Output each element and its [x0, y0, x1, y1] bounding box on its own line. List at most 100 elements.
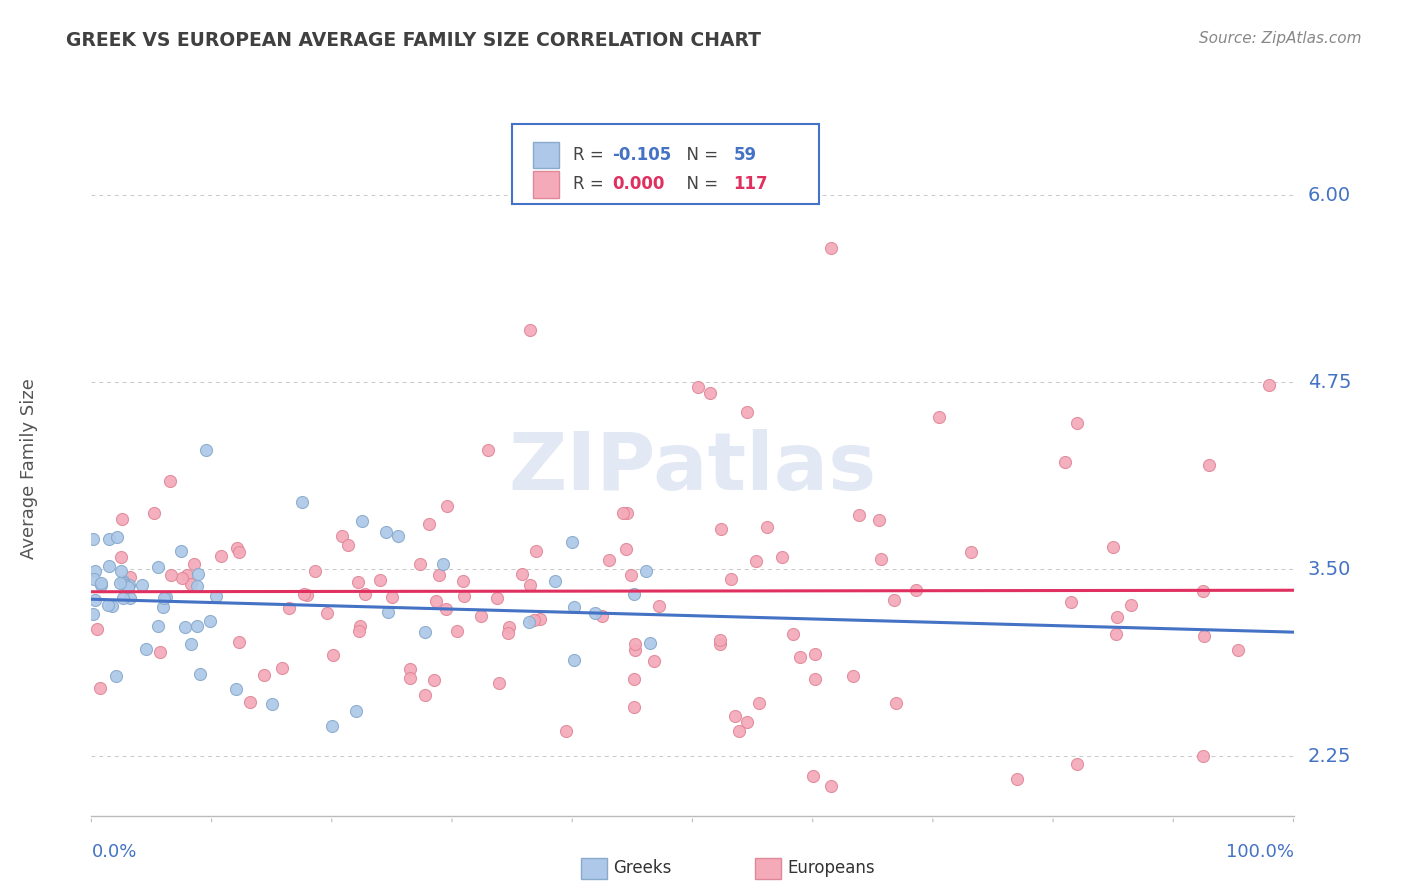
Point — [1192, 629, 1215, 643]
Point — [432, 557, 454, 571]
Point — [789, 650, 811, 665]
Point — [398, 671, 420, 685]
Point — [118, 578, 141, 592]
Point — [112, 576, 135, 591]
Text: 0.000: 0.000 — [612, 176, 664, 194]
Point — [638, 636, 661, 650]
Point — [170, 571, 193, 585]
Point — [544, 574, 567, 588]
FancyBboxPatch shape — [512, 124, 818, 204]
Point — [370, 574, 392, 588]
Point — [180, 637, 202, 651]
Point — [523, 613, 546, 627]
Point — [90, 577, 112, 591]
Point — [496, 625, 519, 640]
Point — [623, 587, 645, 601]
Point — [97, 598, 120, 612]
Point — [149, 645, 172, 659]
Point — [720, 573, 742, 587]
Text: Average Family Size: Average Family Size — [20, 378, 38, 558]
Text: Greeks: Greeks — [613, 859, 672, 878]
Point — [434, 602, 457, 616]
Point — [883, 593, 905, 607]
Point — [519, 578, 541, 592]
Point — [415, 688, 437, 702]
Point — [770, 549, 793, 564]
Point — [118, 570, 141, 584]
Point — [100, 599, 122, 613]
Point — [591, 608, 613, 623]
Point — [135, 642, 157, 657]
Point — [111, 591, 134, 605]
Point — [183, 558, 205, 572]
Point — [105, 531, 128, 545]
Point — [561, 535, 583, 549]
Point — [436, 500, 458, 514]
Point — [959, 545, 981, 559]
Point — [291, 495, 314, 509]
Point — [699, 385, 721, 400]
Point — [723, 709, 745, 723]
Point — [160, 568, 183, 582]
Point — [131, 578, 153, 592]
Point — [624, 637, 647, 651]
Point — [928, 409, 950, 424]
Point — [735, 714, 758, 729]
Point — [321, 719, 343, 733]
Point — [486, 591, 509, 606]
Text: 100.0%: 100.0% — [1226, 843, 1294, 861]
Point — [1066, 416, 1088, 430]
Text: 6.00: 6.00 — [1308, 186, 1351, 205]
Point — [884, 696, 907, 710]
Point — [336, 538, 359, 552]
Point — [82, 532, 104, 546]
Point — [188, 667, 211, 681]
Point — [83, 572, 105, 586]
Point — [510, 566, 533, 581]
Point — [620, 568, 643, 582]
Point — [344, 705, 367, 719]
Point — [186, 579, 208, 593]
Bar — [755, 858, 782, 879]
Point — [330, 529, 353, 543]
Text: 59: 59 — [734, 146, 756, 164]
Point — [1121, 598, 1143, 612]
Point — [842, 668, 865, 682]
Point — [277, 601, 299, 615]
Point — [114, 578, 136, 592]
Point — [152, 599, 174, 614]
Point — [782, 627, 804, 641]
Text: -0.105: -0.105 — [612, 146, 671, 164]
Bar — [533, 171, 560, 198]
Point — [623, 699, 645, 714]
Text: R =: R = — [574, 176, 609, 194]
Point — [643, 654, 665, 668]
Point — [239, 694, 262, 708]
Point — [423, 673, 446, 687]
Point — [143, 506, 166, 520]
Point — [347, 575, 370, 590]
Point — [728, 724, 751, 739]
Point — [1258, 378, 1281, 392]
Point — [529, 612, 551, 626]
Point — [612, 507, 634, 521]
Point — [1192, 749, 1215, 764]
Point — [194, 442, 217, 457]
Point — [803, 672, 825, 686]
Point — [228, 635, 250, 649]
Point — [86, 622, 108, 636]
Point — [112, 574, 135, 589]
Point — [1101, 540, 1123, 554]
Point — [374, 524, 396, 539]
Point — [616, 506, 638, 520]
Point — [120, 591, 142, 605]
Point — [304, 564, 326, 578]
Point — [84, 593, 107, 607]
Point — [226, 541, 249, 555]
Point — [159, 474, 181, 488]
Point — [519, 323, 541, 337]
Point — [381, 590, 404, 604]
Point — [186, 619, 208, 633]
Point — [453, 590, 475, 604]
Point — [1226, 643, 1249, 657]
